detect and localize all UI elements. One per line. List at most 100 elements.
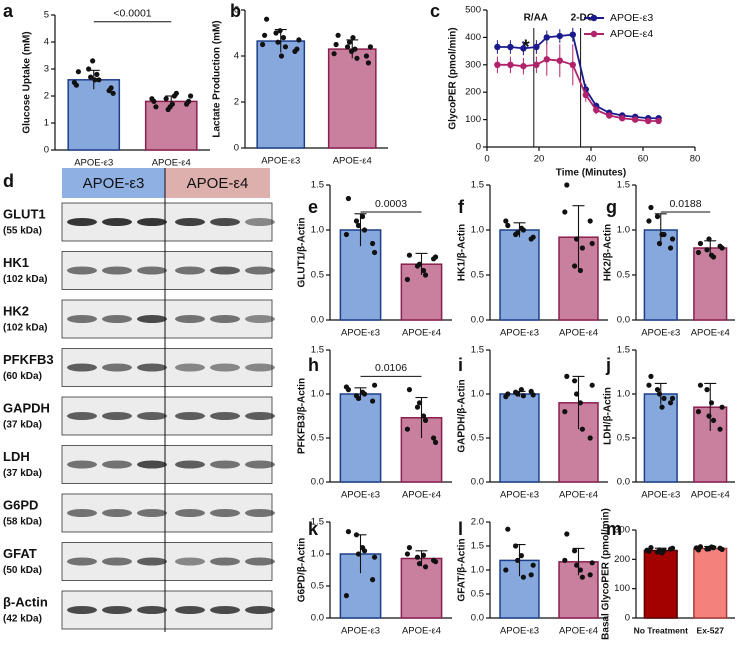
data-point [296, 37, 302, 43]
bar [693, 547, 728, 619]
data-point [344, 44, 351, 50]
y-tick-label: 200 [614, 554, 630, 565]
y-axis-label: PFKFB3/β-Actin [297, 378, 308, 454]
data-point [278, 53, 285, 59]
data-point [90, 58, 96, 64]
data-point [520, 574, 526, 580]
panel-h: h 0.0 0.5 1.0 1.5 PFKFB3/β-Actin APOE-ε3 APOE-ε… [297, 345, 452, 501]
blot-band [137, 266, 167, 275]
panel-letter: d [3, 171, 14, 191]
y-axis-label: Glucose Uptake (mM) [22, 31, 33, 133]
data-point [708, 400, 715, 406]
y-axis-label: GFAT/β-Actin [457, 538, 468, 601]
data-point [88, 74, 94, 80]
point [619, 115, 626, 122]
x-tick-label: APOE-ε4 [402, 328, 441, 339]
data-point [562, 557, 568, 564]
data-point [420, 552, 427, 558]
panel-letter: f [458, 197, 465, 217]
data-point [518, 553, 524, 559]
x-tick-label: APOE-ε4 [402, 626, 441, 637]
blot-band [210, 315, 240, 323]
data-point [371, 382, 378, 388]
y-tick-label: 100 [465, 114, 481, 125]
y-axis-label: LDH/β-Actin [603, 387, 614, 445]
point [543, 34, 550, 41]
western-blot: d APOE-ε3 APOE-ε4 GLUT1 (55 kDa) HK1 (102 kDa)… [3, 168, 275, 632]
blot-band [245, 412, 275, 420]
data-point [717, 426, 723, 432]
legend-marker [590, 14, 598, 22]
bar [693, 247, 728, 321]
data-point [644, 547, 650, 553]
data-point [354, 55, 360, 61]
y-tick-label: 6 [234, 5, 239, 16]
blot-band [102, 218, 132, 226]
blot-band [245, 363, 275, 372]
y-tick-label: 4 [234, 51, 239, 62]
x-tick-label: 0 [484, 154, 489, 165]
data-point [280, 35, 287, 41]
y-tick-label: 1.5 [311, 180, 324, 191]
panel-g: g 0.0 0.5 1.0 1.5 HK2/β-Actin APOE-ε3 APOE-ε4 0.… [603, 180, 735, 339]
data-point [693, 545, 700, 551]
point [645, 117, 652, 125]
data-point [646, 382, 652, 388]
data-point [420, 267, 427, 274]
data-point [365, 60, 372, 66]
data-point [153, 104, 159, 110]
y-axis-label: Basal GlycoPER (pmol/min) [601, 508, 612, 640]
data-point [528, 572, 534, 578]
y-tick-label: 1.5 [471, 180, 484, 191]
data-point [697, 382, 704, 388]
data-point [363, 53, 370, 59]
data-point [530, 234, 536, 240]
data-point [343, 593, 350, 599]
blot-band [67, 266, 97, 275]
significance-label: <0.0001 [113, 8, 151, 20]
data-point [420, 413, 427, 419]
data-point [656, 391, 663, 397]
data-point [404, 551, 411, 557]
point [533, 61, 540, 68]
data-point [359, 545, 366, 551]
y-axis-label: GLUT1/β-Actin [297, 218, 308, 288]
protein-name: GLUT1 [3, 206, 46, 221]
point [494, 61, 501, 68]
data-point [86, 66, 92, 72]
data-point [369, 398, 376, 404]
protein-size: (102 kDa) [3, 323, 47, 334]
data-point [562, 209, 568, 215]
blot-band [245, 218, 275, 226]
blot-band [102, 363, 132, 372]
protein-size: (37 kDa) [3, 420, 42, 431]
data-point [432, 254, 439, 260]
y-axis-label: GlycoPER (pmol/min) [448, 27, 459, 129]
y-tick-label: 1.0 [617, 225, 630, 236]
data-point [416, 561, 423, 567]
protein-name: HK1 [3, 255, 29, 270]
panel-c: c 0 100 200 300 400 500 GlycoPER (pmol/min) 0 20 4… [430, 1, 700, 179]
x-tick-label: APOE-ε3 [500, 626, 539, 637]
panel-letter: g [606, 197, 617, 217]
marker-label: 2-DG [571, 13, 595, 24]
blot-band [67, 460, 97, 469]
data-point [163, 96, 169, 102]
data-point [648, 204, 654, 211]
data-point [171, 93, 177, 99]
blot-band [67, 315, 97, 323]
significance-label: 0.0106 [375, 362, 407, 374]
y-tick-label: 0 [44, 145, 49, 156]
panel-a: a 0 1 2 3 4 5 Glucose Uptake (mM) APOE-ε3 APOE-ε4… [3, 1, 210, 169]
y-tick-label: 0.5 [617, 270, 630, 281]
data-point [562, 409, 568, 415]
point [556, 32, 563, 40]
data-point [406, 252, 413, 258]
data-point [659, 550, 665, 556]
data-point [503, 394, 509, 400]
data-point [422, 564, 429, 570]
y-tick-label: 1.5 [311, 517, 324, 528]
x-tick-label: APOE-ε4 [152, 158, 191, 169]
point [556, 57, 563, 64]
